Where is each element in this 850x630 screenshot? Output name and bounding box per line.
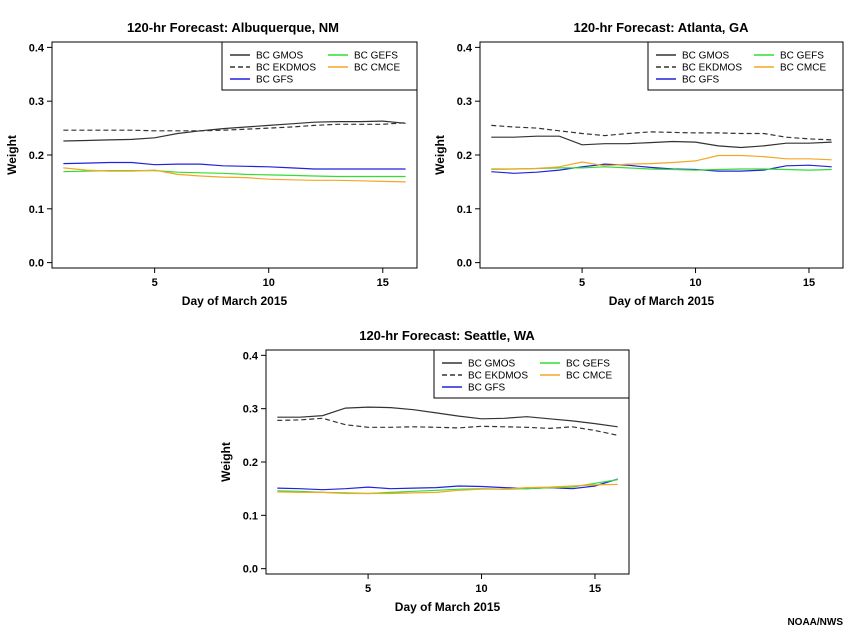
series-line-bc-cmce — [63, 167, 406, 183]
legend-label-gmos: BC GMOS — [256, 51, 304, 62]
y-tick-label: 0.4 — [457, 42, 473, 54]
chart-atlanta: 120-hr Forecast: Atlanta, GA 0.0 0.1 0.2 0.3… — [433, 20, 844, 308]
legend-label-ekdmos: BC EKDMOS — [468, 371, 528, 382]
legend-label-gmos: BC GMOS — [468, 359, 516, 370]
series-line-bc-cmce — [491, 154, 832, 171]
legend-label-cmce: BC CMCE — [566, 371, 612, 382]
y-tick-label: 0.3 — [29, 96, 44, 108]
y-tick-label: 0.1 — [29, 204, 44, 216]
x-tick-label: 15 — [803, 277, 815, 289]
series-line-bc-ekdmos — [491, 124, 832, 141]
x-tick-label: 15 — [377, 277, 389, 289]
series-line-bc-ekdmos — [277, 417, 618, 436]
legend-label-ekdmos: BC EKDMOS — [682, 63, 742, 74]
series-line-bc-cmce — [277, 483, 618, 495]
series-line-bc-gmos — [63, 120, 406, 142]
series-line-bc-gmos — [277, 406, 618, 428]
legend-label-gefs: BC GEFS — [566, 359, 610, 370]
series-line-bc-gfs — [277, 478, 618, 491]
x-axis-label: Day of March 2015 — [182, 294, 288, 308]
y-tick-label: 0.2 — [29, 150, 44, 162]
series-line-bc-gfs — [63, 161, 406, 170]
chart-title: 120-hr Forecast: Albuquerque, NM — [127, 20, 339, 35]
legend-box — [647, 41, 844, 91]
chart-title: 120-hr Forecast: Seattle, WA — [359, 328, 535, 343]
chart-title: 120-hr Forecast: Atlanta, GA — [573, 20, 749, 35]
y-tick-label: 0.4 — [243, 350, 259, 362]
x-tick-label: 5 — [152, 277, 158, 289]
y-tick-label: 0.0 — [29, 258, 44, 270]
y-tick-label: 0.3 — [243, 404, 258, 416]
series-line-bc-gfs — [491, 163, 832, 174]
credit-label: NOAA/NWS — [787, 617, 843, 628]
legend-label-ekdmos: BC EKDMOS — [256, 63, 316, 74]
legend-label-gmos: BC GMOS — [682, 51, 730, 62]
x-tick-label: 10 — [263, 277, 275, 289]
x-tick-label: 10 — [475, 583, 487, 595]
legend-box — [433, 349, 630, 399]
y-tick-label: 0.0 — [243, 564, 258, 576]
x-axis-label: Day of March 2015 — [609, 294, 715, 308]
y-tick-label: 0.1 — [457, 204, 472, 216]
y-axis-label: Weight — [433, 135, 447, 175]
x-tick-label: 5 — [579, 277, 585, 289]
x-tick-label: 15 — [589, 583, 601, 595]
y-tick-label: 0.0 — [457, 258, 472, 270]
y-tick-label: 0.1 — [243, 510, 258, 522]
legend-label-gefs: BC GEFS — [780, 51, 824, 62]
series-line-bc-gmos — [491, 135, 832, 149]
y-axis-label: Weight — [219, 442, 233, 482]
series-line-bc-ekdmos — [63, 122, 406, 132]
y-tick-label: 0.2 — [243, 457, 258, 469]
legend-label-gfs: BC GFS — [468, 383, 506, 394]
legend-label-gfs: BC GFS — [256, 75, 294, 86]
legend-box — [221, 41, 418, 91]
legend-label-cmce: BC CMCE — [354, 63, 400, 74]
legend-label-cmce: BC CMCE — [780, 63, 826, 74]
chart-seattle: 120-hr Forecast: Seattle, WA 0.0 0.1 0.2 0.3… — [219, 328, 630, 614]
legend-label-gefs: BC GEFS — [354, 51, 398, 62]
legend-label-gfs: BC GFS — [682, 75, 720, 86]
x-tick-label: 5 — [365, 583, 371, 595]
chart-albuquerque: 120-hr Forecast: Albuquerque, NM 0.0 0.1 0.… — [5, 20, 418, 308]
y-tick-label: 0.4 — [29, 42, 45, 54]
y-tick-label: 0.2 — [457, 150, 472, 162]
y-tick-label: 0.3 — [457, 96, 472, 108]
x-tick-label: 10 — [689, 277, 701, 289]
x-axis-label: Day of March 2015 — [395, 600, 501, 614]
y-axis-label: Weight — [5, 135, 19, 175]
